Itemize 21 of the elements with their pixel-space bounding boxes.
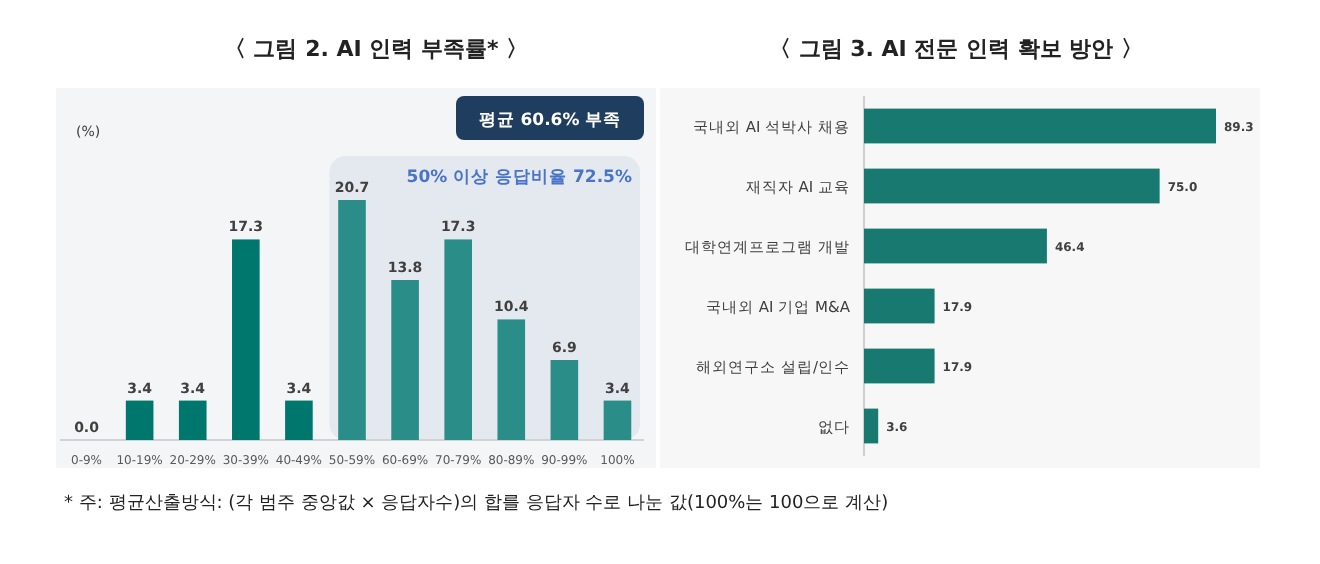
chart-title: 〈 그림 3. AI 전문 인력 확보 방안 〉 (768, 36, 1144, 62)
bar (391, 280, 419, 440)
bar (285, 400, 313, 440)
band-label: 50% 이상 응답비율 72.5% (406, 168, 633, 188)
text: * 주: 평균산출방식: (각 범주 중앙값 × 응답자수)의 합를 응답자 수로 나눈 값(100%는 100으로 계산) (64, 494, 889, 514)
bar (125, 400, 154, 440)
bar (550, 360, 579, 440)
bar (864, 288, 935, 324)
bar (338, 200, 366, 440)
text: 평균 60.6% 부족 (478, 111, 622, 131)
bar (864, 348, 935, 384)
bar (864, 168, 1160, 204)
bar (178, 400, 207, 440)
bar (864, 108, 1216, 144)
chart-title: 〈 그림 2. AI 인력 부족률* 〉 (223, 36, 529, 62)
bar (497, 319, 526, 440)
bar (232, 239, 260, 440)
bar (864, 228, 1047, 264)
bar (444, 239, 472, 440)
bar (864, 408, 879, 444)
bar (603, 400, 632, 440)
